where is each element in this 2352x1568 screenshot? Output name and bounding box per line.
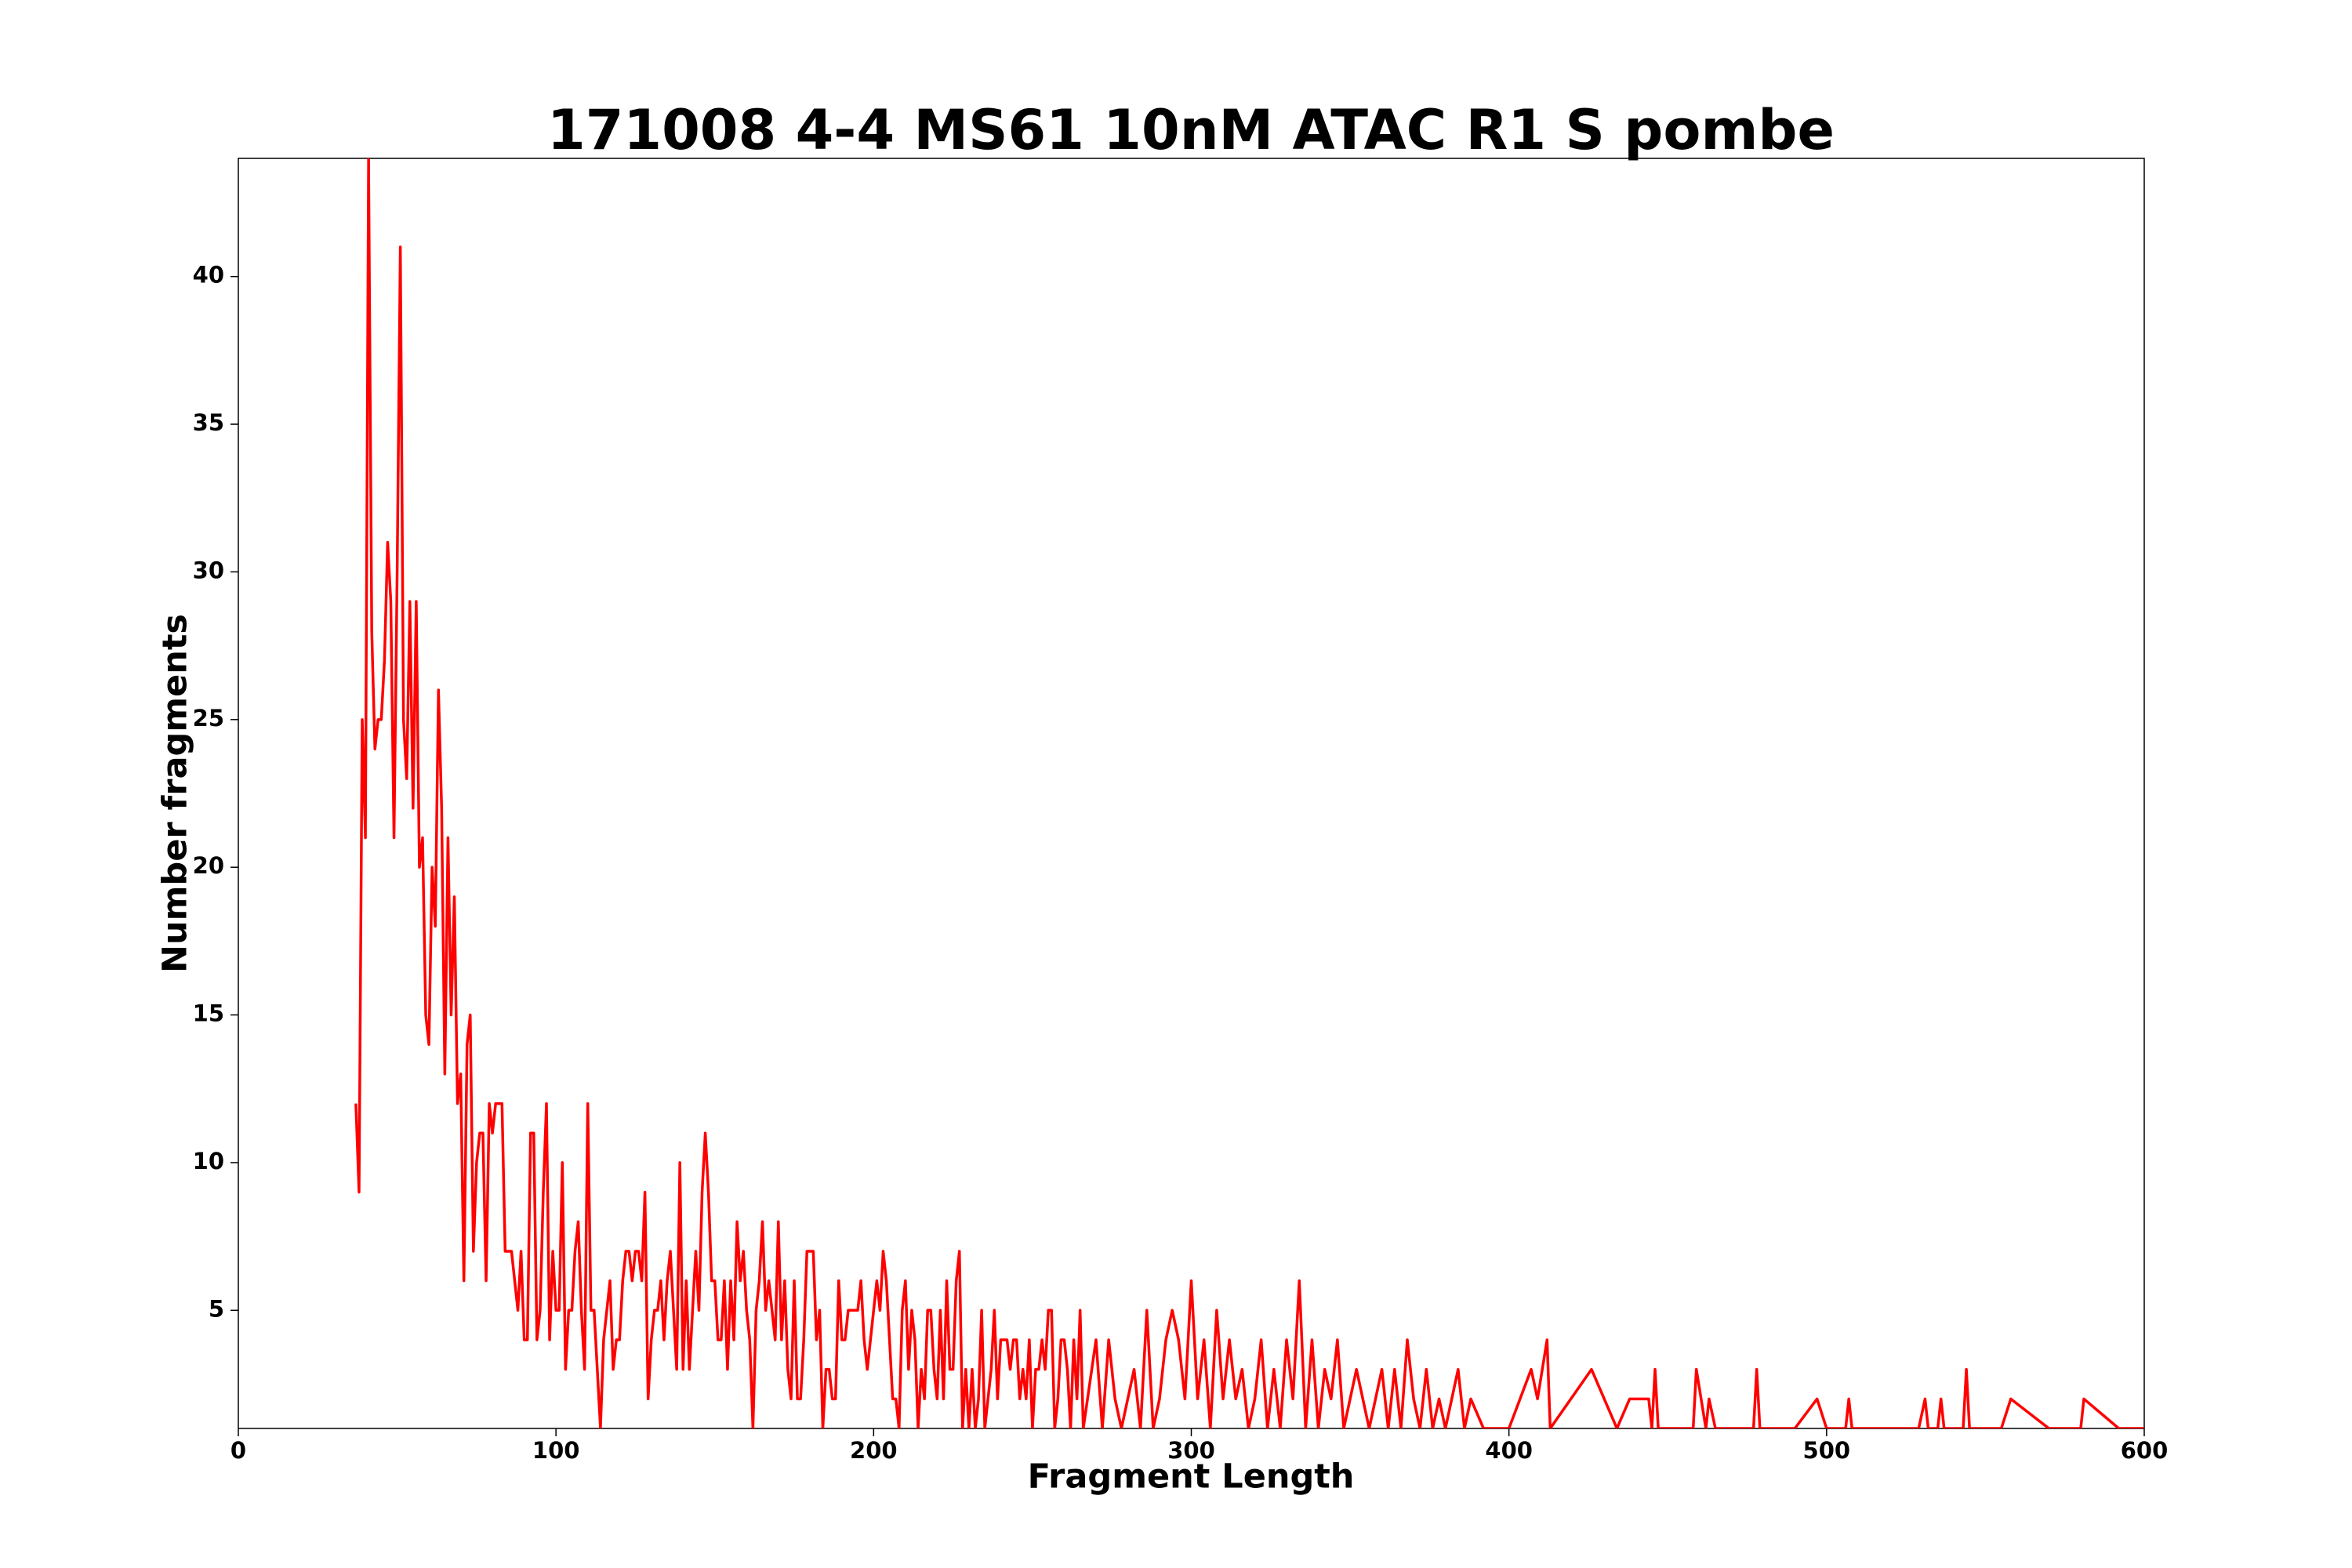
- y-tick-label: 15: [193, 1000, 224, 1027]
- x-tick-label: 600: [2121, 1437, 2169, 1464]
- x-tick-label: 500: [1803, 1437, 1851, 1464]
- x-tick-label: 400: [1485, 1437, 1533, 1464]
- x-tick-label: 200: [850, 1437, 898, 1464]
- x-tick-label: 100: [532, 1437, 580, 1464]
- y-tick-label: 40: [193, 262, 224, 289]
- x-tick-label: 0: [230, 1437, 246, 1464]
- x-tick-label: 300: [1167, 1437, 1215, 1464]
- y-tick-label: 25: [193, 705, 224, 731]
- chart-title: 171008 4-4 MS61 10nM ATAC R1 S pombe: [547, 98, 1835, 162]
- y-tick-label: 35: [193, 409, 224, 436]
- y-tick-label: 10: [193, 1148, 224, 1174]
- y-tick-label: 5: [209, 1295, 224, 1322]
- data-line: [354, 158, 2144, 1428]
- y-axis-label: Number fragments: [156, 614, 195, 973]
- y-tick-label: 20: [193, 852, 224, 879]
- plot-frame: [238, 158, 2145, 1429]
- x-axis-label: Fragment Length: [1028, 1457, 1355, 1497]
- y-tick-label: 30: [193, 557, 224, 583]
